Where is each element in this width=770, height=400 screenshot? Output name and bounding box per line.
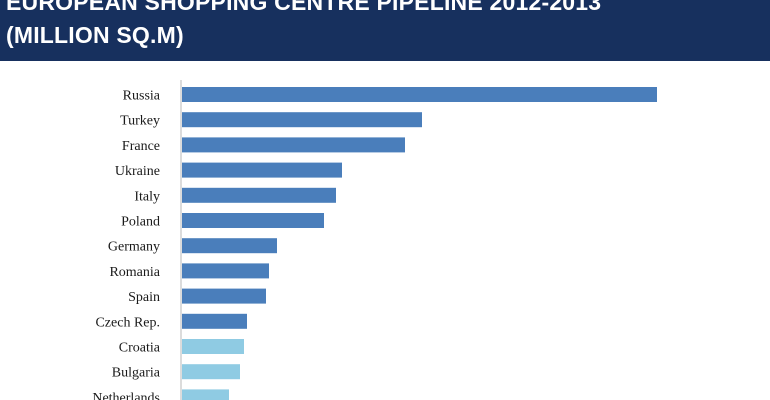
category-label: Romania [109, 265, 160, 280]
bar-bulgaria [182, 364, 240, 380]
category-label: Bulgaria [112, 366, 161, 381]
bar-croatia [182, 339, 244, 354]
category-label: Czech Rep. [95, 315, 160, 330]
bar-ukraine [182, 162, 342, 178]
bar-czech-rep [182, 313, 247, 329]
chart-title-line1: EUROPEAN SHOPPING CENTRE PIPELINE 2012-2… [6, 0, 602, 15]
bar-netherlands [182, 389, 229, 400]
category-label: France [122, 139, 160, 154]
category-label: Netherlands [92, 391, 160, 400]
chart-title-banner: EUROPEAN SHOPPING CENTRE PIPELINE 2012-2… [0, 0, 770, 61]
bar-poland [182, 213, 324, 228]
bar-italy [182, 187, 336, 203]
bar-spain [182, 288, 266, 304]
bar-france [182, 137, 405, 153]
category-label: Germany [108, 240, 160, 255]
category-label: Poland [121, 215, 160, 230]
bar-chart: Russia Turkey France Ukraine Italy Poland Germ… [92, 80, 657, 400]
category-label: Ukraine [115, 164, 160, 179]
bars-group [182, 87, 657, 400]
category-label: Italy [134, 189, 160, 204]
category-label: Croatia [119, 341, 161, 356]
bar-romania [182, 263, 269, 279]
category-labels-group: Russia Turkey France Ukraine Italy Poland Germ… [92, 89, 160, 400]
category-label: Turkey [120, 114, 160, 129]
bar-turkey [182, 112, 422, 128]
bar-russia [182, 87, 657, 102]
chart-title-line2: (MILLION SQ.M) [6, 22, 184, 48]
category-label: Russia [123, 89, 161, 104]
bar-germany [182, 238, 277, 254]
category-label: Spain [128, 290, 160, 305]
